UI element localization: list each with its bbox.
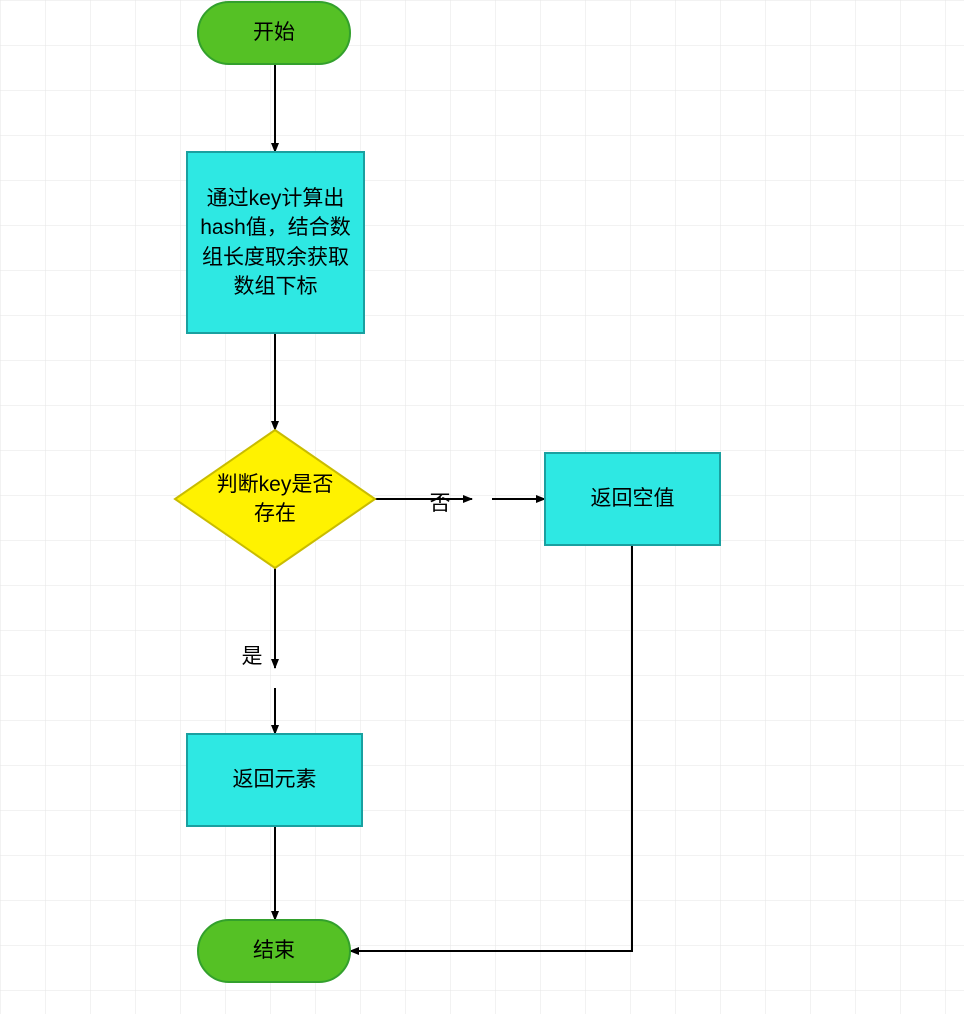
grid-background [0,0,964,1014]
grid-rect [0,0,964,1014]
node-start [198,2,350,64]
node-calc [187,152,364,333]
node-end [198,920,350,982]
node-ret_null [545,453,720,545]
node-ret_elem [187,734,362,826]
flowchart-canvas: 否是开始通过key计算出hash值，结合数组长度取余获取数组下标判断key是否存… [0,0,964,1014]
